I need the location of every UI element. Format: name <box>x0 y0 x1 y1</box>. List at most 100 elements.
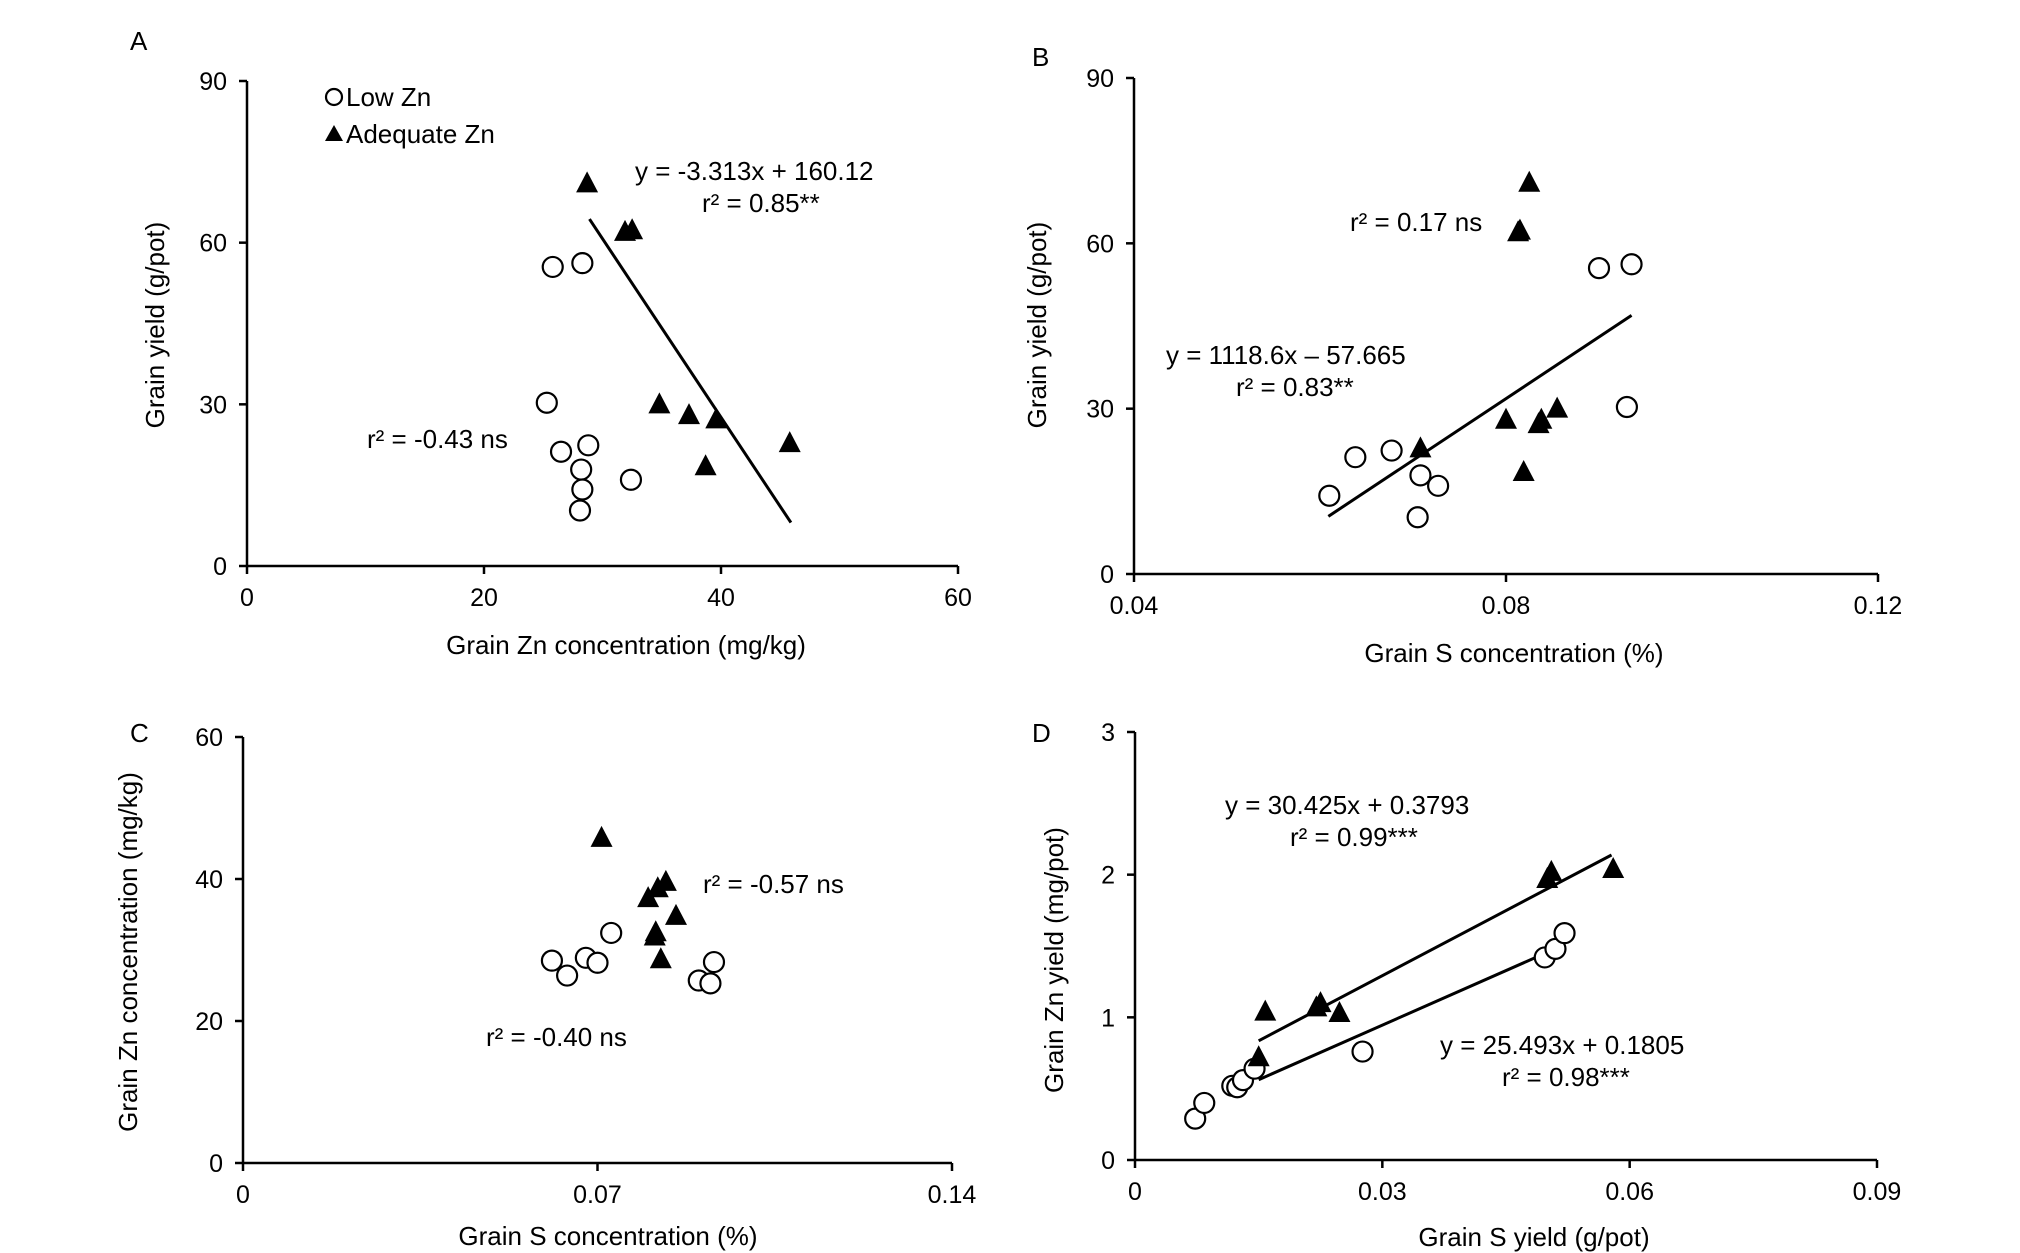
point-adequate-zn-b <box>1518 170 1541 192</box>
r2-d-adequate: r² = 0.99*** <box>1290 822 1418 852</box>
y-tick-label-b: 0 <box>1100 561 1114 589</box>
x-tick-label-c: 0 <box>236 1181 250 1209</box>
plot-area-b: 0.04 0.08 0.12 0 30 60 90 <box>1086 65 1902 620</box>
equation-d-adequate: y = 30.425x + 0.3793 <box>1225 790 1469 820</box>
x-axis-label-b: Grain S concentration (%) <box>1364 638 1663 668</box>
y-axis-label-d: Grain Zn yield (mg/pot) <box>1039 827 1069 1093</box>
x-tick-label-d: 0.06 <box>1605 1178 1654 1206</box>
x-tick-label-b: 0.04 <box>1110 592 1159 620</box>
point-low-zn-b <box>1318 484 1341 507</box>
point-adequate-zn-a <box>648 392 671 414</box>
point-low-zn-c <box>600 921 623 945</box>
point-adequate-zn-d <box>1309 991 1332 1013</box>
point-adequate-zn-b <box>1409 436 1432 458</box>
y-tick-label-a: 90 <box>199 68 227 96</box>
trend-line-b <box>1327 314 1633 518</box>
panel-label-a: A <box>130 26 148 56</box>
y-axis-label-c: Grain Zn concentration (mg/kg) <box>113 772 143 1132</box>
point-low-zn-a <box>619 468 643 491</box>
y-tick-label-b: 90 <box>1086 65 1114 93</box>
point-adequate-zn-a <box>778 431 801 453</box>
panel-label-d: D <box>1032 718 1051 748</box>
point-low-zn-a <box>568 499 592 522</box>
equation-d-low: y = 25.493x + 0.1805 <box>1440 1030 1684 1060</box>
point-adequate-zn-d <box>1247 1045 1270 1067</box>
point-low-zn-a <box>571 252 594 275</box>
panel-b: B 0.04 0.08 0.12 0 30 60 90 Grain S concentrat… <box>1022 42 1902 668</box>
r2-a-low: r² = -0.43 ns <box>367 424 508 454</box>
r2-a-adequate: r² = 0.85** <box>702 188 820 218</box>
x-axis-label-a: Grain Zn concentration (mg/kg) <box>446 630 806 660</box>
point-adequate-zn-c <box>649 947 672 969</box>
point-adequate-zn-d <box>1328 1001 1351 1023</box>
point-adequate-zn-a <box>678 403 701 425</box>
legend-marker-adequate-zn <box>325 125 343 141</box>
point-low-zn-c <box>556 964 579 987</box>
point-low-zn-a <box>549 440 573 463</box>
x-tick-label-d: 0.09 <box>1853 1178 1902 1206</box>
y-tick-label-a: 30 <box>199 391 227 419</box>
point-adequate-zn-b <box>1495 407 1517 429</box>
y-tick-label-d: 3 <box>1101 719 1115 747</box>
point-adequate-zn-a <box>694 454 717 476</box>
y-tick-label-b: 30 <box>1086 396 1114 424</box>
point-low-zn-a <box>570 458 593 481</box>
legend-label-adequate-zn: Adequate Zn <box>346 119 495 149</box>
point-low-zn-a <box>541 255 564 279</box>
point-low-zn-c <box>702 950 726 974</box>
point-low-zn-b <box>1615 395 1639 419</box>
x-axis-label-d: Grain S yield (g/pot) <box>1418 1222 1649 1252</box>
x-tick-label-a: 60 <box>944 584 972 612</box>
x-axis-label-c: Grain S concentration (%) <box>458 1221 757 1251</box>
point-adequate-zn-c <box>654 869 677 891</box>
point-low-zn-c <box>586 951 609 974</box>
point-adequate-zn-c <box>590 825 613 847</box>
point-low-zn-b <box>1620 253 1643 276</box>
y-tick-label-c: 0 <box>209 1150 223 1178</box>
y-tick-label-d: 2 <box>1101 862 1115 890</box>
x-tick-label-a: 20 <box>470 584 498 612</box>
plot-area-c: 0 0.07 0.14 0 20 40 60 <box>195 724 976 1209</box>
y-tick-label-d: 0 <box>1101 1147 1115 1175</box>
point-adequate-zn-d <box>1602 856 1625 878</box>
point-low-zn-c <box>540 949 564 972</box>
point-adequate-zn-c <box>664 903 687 925</box>
equation-b: y = 1118.6x – 57.665 <box>1166 340 1406 370</box>
legend-label-low-zn: Low Zn <box>346 82 431 112</box>
x-tick-label-a: 40 <box>707 584 735 612</box>
point-low-zn-b <box>1380 439 1403 462</box>
point-low-zn-b <box>1409 464 1432 487</box>
x-tick-label-c: 0.07 <box>573 1181 622 1209</box>
y-tick-label-c: 20 <box>195 1008 223 1036</box>
y-axis-label-b: Grain yield (g/pot) <box>1022 222 1052 429</box>
panel-label-b: B <box>1032 42 1049 72</box>
point-adequate-zn-d <box>1540 859 1563 881</box>
r2-d-low: r² = 0.98*** <box>1502 1062 1630 1092</box>
point-low-zn-a <box>535 391 558 414</box>
point-low-zn-d <box>1553 922 1576 945</box>
x-tick-label-d: 0.03 <box>1358 1178 1407 1206</box>
point-adequate-zn-a <box>621 218 644 240</box>
panel-c: C 0 0.07 0.14 0 20 40 60 Grain S concentration… <box>113 718 976 1251</box>
panel-d: D 0 0.03 0.06 0.09 0 1 2 3 Grain S yield (g/pot… <box>1032 718 1901 1252</box>
point-low-zn-d <box>1351 1040 1374 1063</box>
x-tick-label-b: 0.12 <box>1854 592 1903 620</box>
point-low-zn-b <box>1427 474 1450 497</box>
legend-marker-low-zn <box>324 87 344 107</box>
r2-b-low: r² = 0.83** <box>1236 372 1354 402</box>
y-axis-label-a: Grain yield (g/pot) <box>140 222 170 429</box>
point-adequate-zn-d <box>1254 999 1277 1021</box>
point-adequate-zn-b <box>1512 460 1535 482</box>
point-low-zn-b <box>1587 257 1611 280</box>
point-adequate-zn-b <box>1508 218 1531 240</box>
y-tick-label-d: 1 <box>1101 1004 1115 1032</box>
y-tick-label-c: 40 <box>195 866 223 894</box>
equation-a: y = -3.313x + 160.12 <box>635 156 874 186</box>
panel-label-c: C <box>130 718 149 748</box>
point-low-zn-d <box>1193 1091 1216 1115</box>
point-adequate-zn-b <box>1546 396 1569 418</box>
y-tick-label-a: 0 <box>213 553 227 581</box>
point-adequate-zn-c <box>644 920 667 942</box>
point-adequate-zn-a <box>576 171 599 193</box>
